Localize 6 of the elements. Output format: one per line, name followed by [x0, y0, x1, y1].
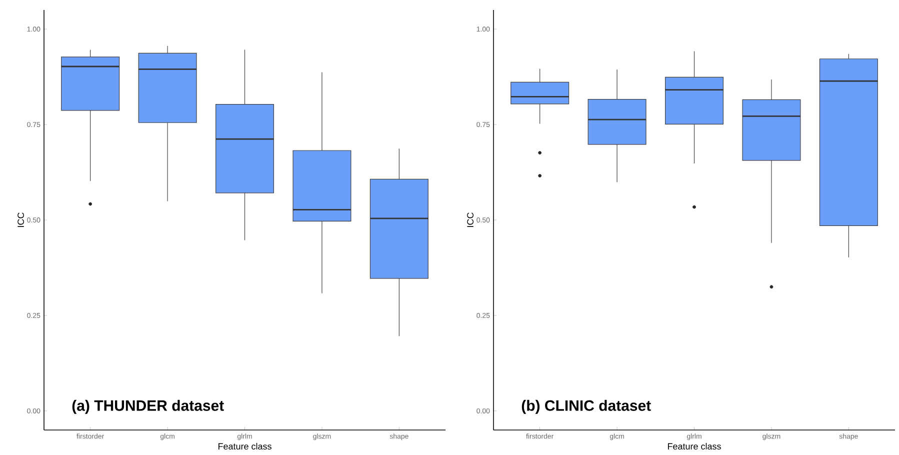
annotation: (a) THUNDER dataset [72, 400, 224, 414]
annotation: (b) CLINIC dataset [522, 400, 651, 414]
x-axis-title: Feature class [668, 442, 721, 450]
y-axis-title: ICC [18, 212, 24, 227]
y-axis-title: ICC [467, 212, 474, 227]
x-axis-title: Feature class [218, 442, 272, 450]
